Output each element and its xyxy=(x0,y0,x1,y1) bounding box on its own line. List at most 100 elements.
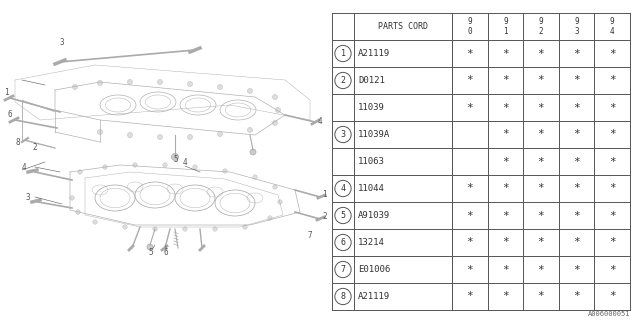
Circle shape xyxy=(97,81,102,85)
Circle shape xyxy=(163,163,167,167)
Text: *: * xyxy=(609,211,616,220)
Text: *: * xyxy=(573,237,580,247)
Text: *: * xyxy=(538,102,545,113)
Text: 4: 4 xyxy=(340,184,346,193)
Text: *: * xyxy=(609,130,616,140)
Text: 5: 5 xyxy=(173,155,178,164)
Text: 5: 5 xyxy=(340,211,346,220)
Circle shape xyxy=(70,196,74,200)
Text: 7: 7 xyxy=(308,231,312,240)
Text: *: * xyxy=(573,183,580,194)
Text: D0121: D0121 xyxy=(358,76,385,85)
Text: *: * xyxy=(609,183,616,194)
Text: 9
4: 9 4 xyxy=(610,17,614,36)
Text: *: * xyxy=(538,265,545,275)
Text: 11039: 11039 xyxy=(358,103,385,112)
Circle shape xyxy=(127,132,132,138)
Circle shape xyxy=(273,94,278,100)
Circle shape xyxy=(153,227,157,231)
Circle shape xyxy=(183,227,188,231)
Text: *: * xyxy=(467,49,473,59)
Text: *: * xyxy=(467,102,473,113)
Circle shape xyxy=(157,79,163,84)
Circle shape xyxy=(253,175,257,179)
Text: *: * xyxy=(502,237,509,247)
Circle shape xyxy=(248,89,253,93)
Text: E01006: E01006 xyxy=(358,265,390,274)
Circle shape xyxy=(133,163,137,167)
Circle shape xyxy=(72,84,77,90)
Text: A006000051: A006000051 xyxy=(588,311,630,317)
Text: PARTS CORD: PARTS CORD xyxy=(378,22,428,31)
Text: 11044: 11044 xyxy=(358,184,385,193)
Text: 9
2: 9 2 xyxy=(539,17,543,36)
Circle shape xyxy=(212,227,217,231)
Circle shape xyxy=(223,169,227,173)
Text: *: * xyxy=(467,183,473,194)
Text: *: * xyxy=(609,156,616,166)
Circle shape xyxy=(275,108,280,113)
Text: *: * xyxy=(573,292,580,301)
Text: 1: 1 xyxy=(340,49,346,58)
Text: 1: 1 xyxy=(4,88,8,97)
Text: *: * xyxy=(538,130,545,140)
Circle shape xyxy=(127,79,132,84)
Text: 3: 3 xyxy=(60,38,65,47)
Text: A91039: A91039 xyxy=(358,211,390,220)
Circle shape xyxy=(103,165,108,169)
Text: *: * xyxy=(609,102,616,113)
Circle shape xyxy=(172,154,179,161)
Text: 3: 3 xyxy=(26,193,31,202)
Text: *: * xyxy=(573,102,580,113)
Circle shape xyxy=(218,84,223,90)
Text: *: * xyxy=(502,102,509,113)
Circle shape xyxy=(157,134,163,140)
Circle shape xyxy=(243,225,247,229)
Circle shape xyxy=(250,149,256,155)
Text: *: * xyxy=(467,265,473,275)
Text: *: * xyxy=(573,265,580,275)
Circle shape xyxy=(268,216,272,220)
Text: 11039A: 11039A xyxy=(358,130,390,139)
Circle shape xyxy=(273,185,277,189)
Circle shape xyxy=(188,82,193,86)
Text: *: * xyxy=(502,211,509,220)
Text: *: * xyxy=(609,292,616,301)
Text: 5: 5 xyxy=(148,248,152,257)
Text: *: * xyxy=(538,183,545,194)
Text: *: * xyxy=(609,237,616,247)
Circle shape xyxy=(93,220,97,224)
Text: *: * xyxy=(502,130,509,140)
Text: 6: 6 xyxy=(163,248,168,257)
Text: 4: 4 xyxy=(22,163,27,172)
Circle shape xyxy=(248,127,253,132)
Text: 4: 4 xyxy=(183,158,188,167)
Circle shape xyxy=(76,210,80,214)
Text: *: * xyxy=(502,265,509,275)
Text: 7: 7 xyxy=(340,265,346,274)
Text: *: * xyxy=(538,211,545,220)
Text: *: * xyxy=(573,49,580,59)
Text: *: * xyxy=(573,76,580,85)
Circle shape xyxy=(218,132,223,137)
Text: *: * xyxy=(538,237,545,247)
Text: 2: 2 xyxy=(32,143,36,152)
Text: *: * xyxy=(467,211,473,220)
Circle shape xyxy=(97,130,102,134)
Text: 6: 6 xyxy=(340,238,346,247)
Text: 8: 8 xyxy=(340,292,346,301)
Text: *: * xyxy=(573,130,580,140)
Text: 2: 2 xyxy=(322,212,326,221)
Text: *: * xyxy=(609,265,616,275)
Text: 13214: 13214 xyxy=(358,238,385,247)
Text: A21119: A21119 xyxy=(358,292,390,301)
Text: *: * xyxy=(467,76,473,85)
Text: *: * xyxy=(538,156,545,166)
Text: 9
1: 9 1 xyxy=(503,17,508,36)
Circle shape xyxy=(123,225,127,229)
Circle shape xyxy=(147,244,153,250)
Circle shape xyxy=(188,134,193,140)
Circle shape xyxy=(273,121,278,125)
Text: 2: 2 xyxy=(340,76,346,85)
Text: 6: 6 xyxy=(8,110,13,119)
